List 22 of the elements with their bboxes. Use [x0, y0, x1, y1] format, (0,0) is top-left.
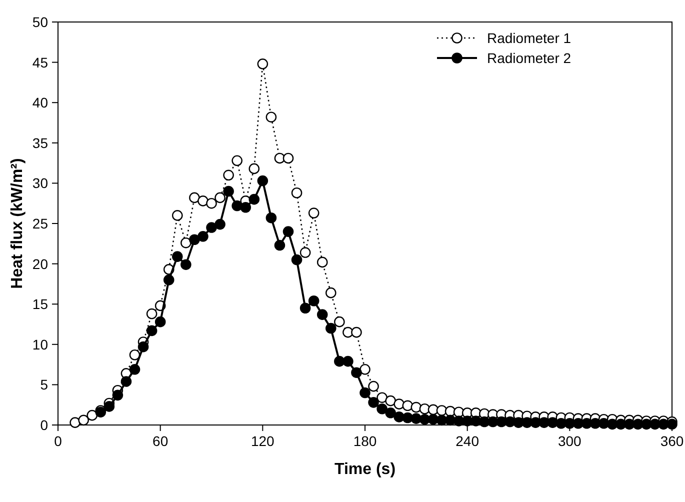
- legend-label: Radiometer 1: [487, 30, 572, 46]
- x-tick-label: 180: [353, 433, 377, 449]
- y-tick-label: 20: [32, 256, 48, 272]
- y-tick-label: 30: [32, 175, 48, 192]
- x-tick-label: 300: [558, 433, 582, 449]
- y-tick-label: 35: [32, 134, 48, 151]
- y-tick-label: 15: [32, 296, 48, 312]
- y-tick-label: 0: [40, 417, 48, 433]
- y-tick-label: 45: [32, 54, 48, 70]
- y-tick-label: 40: [32, 94, 48, 111]
- x-axis-title: Time (s): [334, 461, 396, 478]
- x-tick-label: 0: [54, 433, 62, 449]
- y-tick-label: 50: [32, 14, 48, 30]
- x-tick-label: 120: [250, 433, 275, 449]
- x-tick-label: 60: [152, 433, 168, 449]
- x-tick-label: 360: [660, 433, 684, 449]
- x-tick-label: 240: [456, 433, 480, 449]
- y-tick-label: 25: [32, 216, 48, 232]
- y-tick-label: 5: [40, 376, 48, 393]
- legend-label: Radiometer 2: [487, 50, 572, 66]
- y-tick-label: 10: [32, 336, 48, 352]
- y-axis-title: Heat flux (kW/m²): [9, 158, 26, 289]
